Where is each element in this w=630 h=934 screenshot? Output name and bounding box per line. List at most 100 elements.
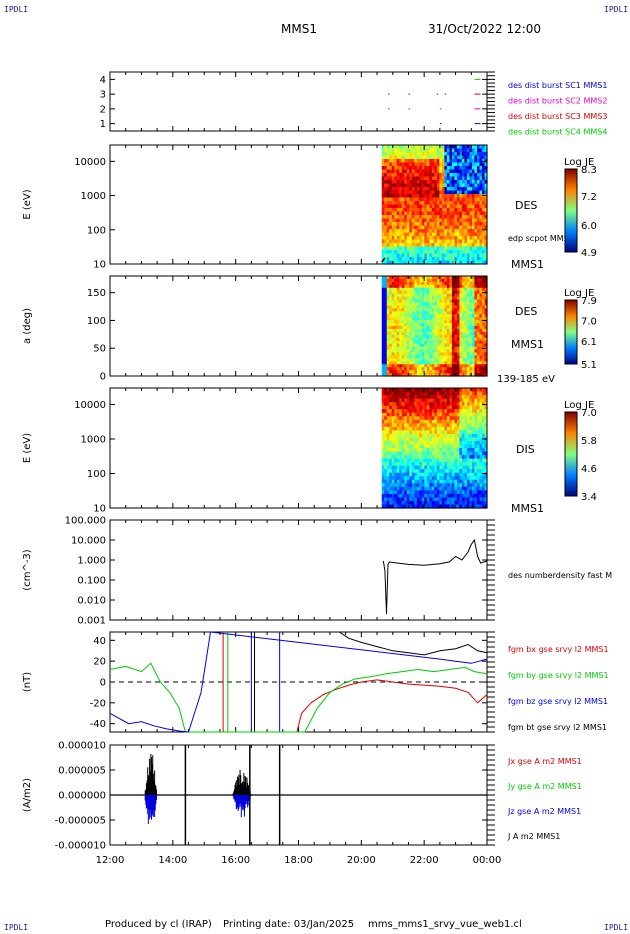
des-pitch-cell <box>431 343 435 348</box>
des-energy-cell <box>399 183 403 188</box>
dis-energy-cell <box>451 476 456 481</box>
des-pitch-cell <box>406 331 410 336</box>
des-pitch-cell <box>459 346 463 351</box>
dis-energy-cell <box>439 497 443 502</box>
des-pitch-cell <box>464 334 468 339</box>
dis-energy-cell <box>466 448 471 453</box>
dis-energy-cell <box>469 402 473 407</box>
des-pitch-cell <box>446 346 451 351</box>
des-energy-cell <box>391 145 395 150</box>
des-energy-cell <box>431 173 435 178</box>
des-pitch-cell <box>474 323 478 327</box>
des-energy-cell <box>426 152 430 157</box>
des-energy-cell <box>389 243 393 248</box>
dis-energy-cell <box>411 423 415 428</box>
des-energy-cell <box>429 197 433 202</box>
des-energy-cell <box>434 201 438 206</box>
des-energy-cell <box>416 187 420 192</box>
des-energy-cell <box>469 204 473 209</box>
burst-ytick-label: 2 <box>100 104 106 115</box>
dis-energy-cell <box>384 391 388 396</box>
des-pitch-cell <box>381 352 385 357</box>
dis-energy-cell <box>396 412 400 417</box>
des-pitch-cell <box>391 337 395 342</box>
des-pitch-cell <box>474 311 478 315</box>
des-energy-cell <box>454 176 458 181</box>
des-pitch-cell <box>384 370 388 374</box>
dis-energy-cell <box>446 448 451 453</box>
des-energy-cell <box>484 225 488 230</box>
dis-energy-cell <box>389 419 393 424</box>
des-pitch-cell <box>446 361 451 365</box>
dis-energy-cell <box>409 423 413 428</box>
des-pitch-cell <box>476 296 481 301</box>
dis-energy-cell <box>464 504 468 509</box>
des-energy-cell <box>466 190 471 195</box>
dis-energy-cell <box>449 405 453 410</box>
dis-energy-cell <box>394 423 398 428</box>
dis-energy-cell <box>419 391 423 396</box>
dis-energy-cell <box>464 479 468 484</box>
des-energy-cell <box>389 145 393 150</box>
des-pitch-cell <box>451 334 456 339</box>
dis-energy-colorbar-tick: 4.6 <box>581 464 597 475</box>
des-energy-cell <box>461 246 466 251</box>
dis-energy-cell <box>411 476 415 481</box>
des-pitch-cell <box>449 349 453 354</box>
des-pitch-cell <box>471 361 476 365</box>
dis-energy-cell <box>396 423 400 428</box>
des-energy-cell <box>476 208 481 213</box>
des-pitch-cell <box>484 355 488 359</box>
des-pitch-cell <box>451 337 456 342</box>
des-pitch-cell <box>394 276 398 280</box>
des-energy-cell <box>439 145 443 150</box>
des-energy-cell <box>404 243 408 248</box>
des-pitch-cell <box>416 358 420 362</box>
des-energy-cell <box>411 201 415 206</box>
des-pitch-cell <box>459 326 463 330</box>
des-energy-cell <box>446 176 451 181</box>
des-energy-cell <box>394 183 398 188</box>
des-pitch-cell <box>426 287 430 292</box>
des-pitch-cell <box>479 328 483 333</box>
des-pitch-cell <box>411 340 415 345</box>
bfield-line <box>339 631 488 656</box>
des-pitch-cell <box>416 361 420 365</box>
des-pitch-cell <box>441 278 446 283</box>
des-pitch-cell <box>464 308 468 312</box>
des-pitch-cell <box>406 278 410 283</box>
dis-energy-cell <box>476 412 481 417</box>
des-pitch-cell <box>444 317 448 321</box>
des-energy-cell <box>381 187 385 192</box>
des-energy-cell <box>456 239 461 244</box>
des-pitch-cell <box>454 287 458 292</box>
des-energy-cell <box>436 232 440 237</box>
des-energy-cell <box>436 253 440 258</box>
dis-energy-cell <box>389 504 393 509</box>
des-pitch-cell <box>404 284 408 289</box>
dis-energy-cell <box>384 423 388 428</box>
des-pitch-cell <box>471 305 476 309</box>
dis-energy-cell <box>399 497 403 502</box>
des-energy-cell <box>456 190 461 195</box>
des-pitch-cell <box>406 346 410 351</box>
des-energy-cell <box>419 190 423 195</box>
des-pitch-cell <box>456 355 461 359</box>
des-pitch-cell <box>441 373 446 377</box>
des-energy-cell <box>399 197 403 202</box>
des-pitch-cell <box>404 278 408 283</box>
des-pitch-cell <box>454 281 458 286</box>
dis-energy-cell <box>416 465 420 470</box>
des-pitch-cell <box>454 323 458 327</box>
dis-energy-cell <box>461 493 466 499</box>
des-energy-cell <box>401 145 405 150</box>
des-energy-cell <box>461 166 466 171</box>
des-pitch-cell <box>426 320 430 324</box>
des-pitch-cell <box>381 314 385 318</box>
des-pitch-cell <box>441 308 446 312</box>
des-pitch-cell <box>484 343 488 348</box>
dis-energy-cell <box>426 433 430 439</box>
des-energy-cell <box>431 166 435 171</box>
des-pitch-cell <box>409 367 413 371</box>
des-energy-cell <box>484 176 488 181</box>
